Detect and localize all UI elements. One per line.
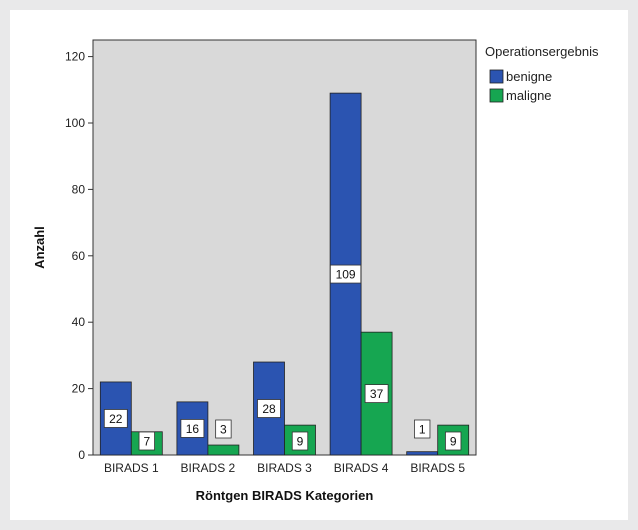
data-label: 9 bbox=[450, 435, 457, 449]
data-label: 9 bbox=[297, 435, 304, 449]
x-tick-label: BIRADS 3 bbox=[257, 461, 312, 475]
data-label: 109 bbox=[336, 268, 356, 282]
y-tick-label: 40 bbox=[72, 315, 86, 329]
x-axis: BIRADS 1 BIRADS 2 BIRADS 3 BIRADS 4 BIRADS 5 bbox=[104, 461, 465, 475]
data-label-box bbox=[329, 264, 362, 284]
data-label-box bbox=[138, 431, 155, 451]
legend-swatch-maligne bbox=[489, 88, 504, 103]
data-label: 22 bbox=[109, 412, 123, 426]
y-tick-label: 0 bbox=[78, 448, 85, 462]
x-tick-label: BIRADS 2 bbox=[181, 461, 236, 475]
legend-label-maligne: maligne bbox=[506, 88, 552, 103]
y-axis: 0 20 40 60 80 100 120 bbox=[65, 50, 93, 462]
y-tick-label: 80 bbox=[72, 182, 86, 196]
x-tick-label: BIRADS 5 bbox=[410, 461, 465, 475]
y-tick-label: 20 bbox=[72, 382, 86, 396]
data-label-box bbox=[257, 399, 281, 418]
data-label-box bbox=[215, 419, 232, 439]
legend-swatch-benigne bbox=[489, 69, 504, 84]
data-label: 16 bbox=[186, 422, 200, 436]
data-label-box bbox=[103, 409, 128, 428]
legend-title: Operationsergebnis bbox=[485, 44, 599, 59]
bar-maligne bbox=[207, 444, 240, 456]
y-tick-label: 60 bbox=[72, 249, 86, 263]
data-label: 7 bbox=[143, 435, 150, 449]
data-labels: 22 7 16 3 28 9 109 37 1 9 bbox=[103, 264, 462, 451]
data-label: 1 bbox=[419, 423, 426, 437]
data-label-box bbox=[180, 419, 205, 438]
y-axis-title: Anzahl bbox=[32, 226, 47, 269]
data-label-box bbox=[414, 419, 431, 439]
x-axis-title: Röntgen BIRADS Kategorien bbox=[196, 488, 374, 503]
data-label: 3 bbox=[220, 423, 227, 437]
x-tick-label: BIRADS 4 bbox=[334, 461, 389, 475]
y-tick-label: 120 bbox=[65, 50, 85, 64]
legend: Operationsergebnis benigne maligne bbox=[485, 44, 599, 103]
data-label: 37 bbox=[370, 387, 384, 401]
data-label-box bbox=[291, 431, 309, 451]
y-tick-label: 100 bbox=[65, 116, 85, 130]
legend-label-benigne: benigne bbox=[506, 69, 552, 84]
data-label-box bbox=[445, 431, 462, 451]
x-tick-label: BIRADS 1 bbox=[104, 461, 159, 475]
data-label: 28 bbox=[262, 402, 276, 416]
data-label-box bbox=[364, 384, 389, 403]
bar-benigne bbox=[406, 451, 439, 456]
